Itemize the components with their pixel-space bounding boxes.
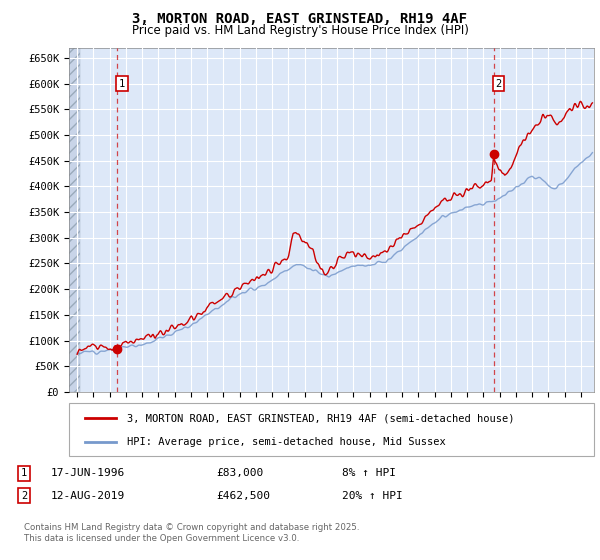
Text: 17-JUN-1996: 17-JUN-1996 (51, 468, 125, 478)
Text: 1: 1 (119, 79, 125, 89)
Text: Price paid vs. HM Land Registry's House Price Index (HPI): Price paid vs. HM Land Registry's House … (131, 24, 469, 37)
Text: Contains HM Land Registry data © Crown copyright and database right 2025.
This d: Contains HM Land Registry data © Crown c… (24, 524, 359, 543)
Text: 1: 1 (21, 468, 27, 478)
Text: 12-AUG-2019: 12-AUG-2019 (51, 491, 125, 501)
Text: 2: 2 (495, 79, 502, 89)
Text: 2: 2 (21, 491, 27, 501)
FancyBboxPatch shape (69, 403, 594, 456)
Text: 20% ↑ HPI: 20% ↑ HPI (342, 491, 403, 501)
Text: 8% ↑ HPI: 8% ↑ HPI (342, 468, 396, 478)
Text: HPI: Average price, semi-detached house, Mid Sussex: HPI: Average price, semi-detached house,… (127, 436, 445, 446)
Text: 3, MORTON ROAD, EAST GRINSTEAD, RH19 4AF (semi-detached house): 3, MORTON ROAD, EAST GRINSTEAD, RH19 4AF… (127, 413, 514, 423)
Text: £462,500: £462,500 (216, 491, 270, 501)
Bar (69, 48, 80, 392)
Text: 3, MORTON ROAD, EAST GRINSTEAD, RH19 4AF: 3, MORTON ROAD, EAST GRINSTEAD, RH19 4AF (133, 12, 467, 26)
Text: £83,000: £83,000 (216, 468, 263, 478)
